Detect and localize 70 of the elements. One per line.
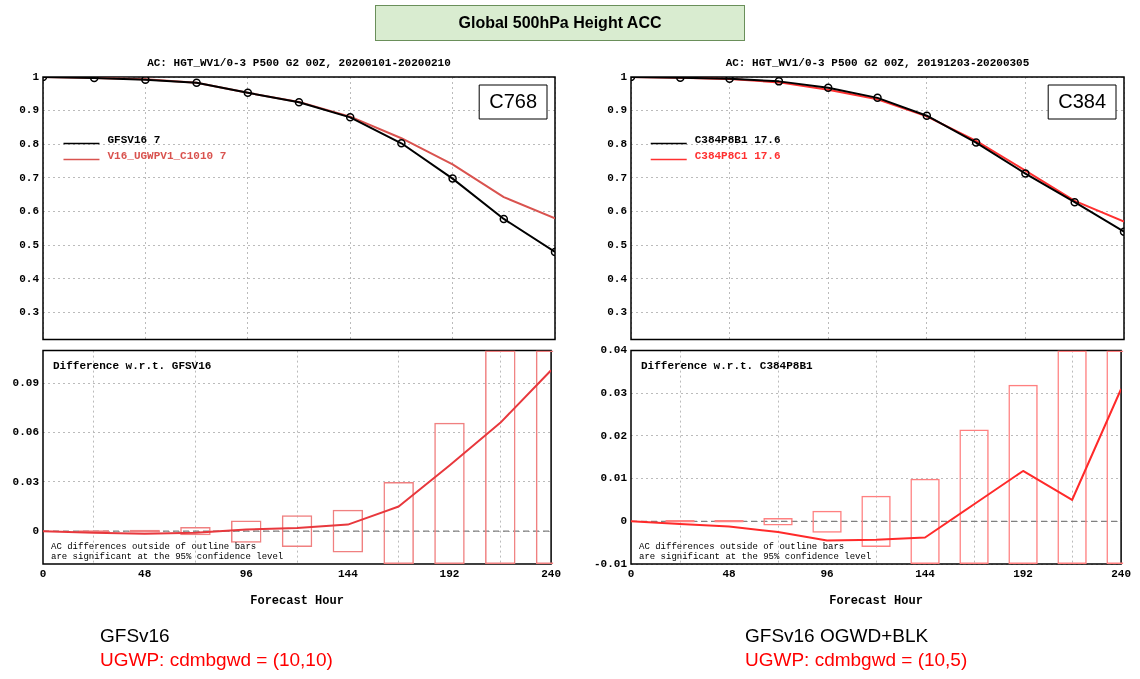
annotation: AC differences outside of outline bars are significant at the 95% confidence level (639, 541, 872, 562)
y-tick-label: 1 (32, 70, 40, 83)
annotation: Difference w.r.t. GFSV16 (53, 359, 212, 372)
x-tick-label: 48 (722, 568, 737, 581)
x-tick-label: 48 (138, 568, 152, 581)
x-tick-label: 144 (337, 568, 359, 581)
x-tick-label: 192 (1013, 568, 1033, 581)
x-tick-label: 96 (239, 568, 253, 581)
legend-label: C384P8C1 17.6 (694, 149, 781, 162)
y-tick-label: 0.02 (600, 429, 627, 442)
y-tick-label: -0.01 (593, 557, 628, 570)
y-tick-label: 0.01 (600, 472, 628, 485)
point (922, 111, 932, 120)
point (971, 138, 981, 147)
chart-title: AC: HGT_WV1/0-3 P500 G2 00Z, 20191203-20200305 (725, 56, 1030, 69)
text: Global 500hPa Height ACC (375, 5, 745, 41)
y-tick-label: 0.3 (19, 306, 40, 319)
annotation: C768 (489, 89, 537, 112)
y-tick-label: 0.9 (607, 104, 627, 117)
y-tick-label: 0.03 (600, 387, 628, 400)
y-tick-label: 0.8 (19, 138, 40, 151)
y-tick-label: 0.06 (12, 426, 39, 439)
y-tick-label: 1 (620, 70, 628, 83)
y-tick-label: 0.5 (19, 238, 40, 251)
legend-label: V16_UGWPV1_C1010 7 (107, 149, 227, 162)
y-tick-label: 0.03 (12, 475, 40, 488)
point (823, 83, 833, 93)
text: UGWP: cdmbgwd = (10,10) (100, 648, 333, 672)
annotation: Difference w.r.t. C384P8B1 (641, 359, 814, 372)
text: UGWP: cdmbgwd = (10,5) (745, 648, 968, 672)
y-tick-label: 0.8 (607, 138, 628, 151)
y-tick-label: 0.7 (19, 171, 39, 184)
y-tick-label: 0 (620, 515, 627, 528)
legend-label: C384P8B1 17.6 (694, 133, 781, 146)
x-tick-label: 240 (1111, 568, 1131, 581)
y-tick-label: 0.7 (607, 171, 627, 184)
x-tick-label: 144 (915, 568, 936, 581)
y-tick-label: 0.6 (19, 205, 39, 218)
y-tick-label: 0.6 (607, 205, 627, 218)
point (1021, 169, 1030, 178)
y-tick-label: 0 (32, 524, 39, 537)
point (397, 139, 406, 148)
point (774, 77, 784, 86)
legend-label: GFSV16 7 (107, 133, 161, 146)
chart-title: AC: HGT_WV1/0-3 P500 G2 00Z, 20200101-20200210 (147, 56, 451, 69)
y-tick-label: 0.04 (600, 344, 628, 357)
y-tick-label: 0.5 (607, 238, 628, 251)
x-tick-label: 96 (820, 568, 834, 581)
annotation: C384 (1058, 89, 1106, 112)
annotation: AC differences outside of outline bars are significant at the 95% confidence level (51, 541, 284, 562)
point (243, 88, 253, 98)
x-tick-label: 192 (439, 568, 460, 581)
y-tick-label: 0.4 (19, 272, 40, 285)
point (448, 174, 457, 183)
y-tick-label: 0.3 (607, 306, 628, 319)
point (873, 93, 882, 103)
point (345, 113, 355, 122)
y-tick-label: 0.4 (607, 272, 628, 285)
y-tick-label: 0.9 (19, 104, 39, 117)
x-axis-title: Forecast Hour (829, 593, 923, 608)
text: GFSv16 (100, 624, 171, 648)
x-tick-label: 240 (541, 568, 561, 581)
point (499, 214, 509, 224)
x-axis-title: Forecast Hour (250, 593, 344, 608)
text: GFSv16 OGWD+BLK (745, 624, 930, 648)
point (294, 97, 304, 107)
point (192, 78, 201, 87)
point (141, 77, 150, 84)
point (1070, 197, 1079, 207)
y-tick-label: 0.09 (12, 377, 39, 390)
